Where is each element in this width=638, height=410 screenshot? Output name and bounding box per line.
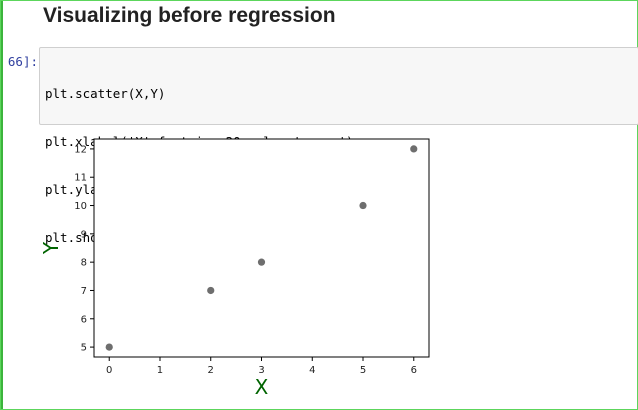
x-tick-label: 3 — [258, 365, 264, 376]
y-tick-label: 7 — [81, 286, 87, 297]
y-tick-label: 11 — [74, 173, 87, 184]
cell-output: 0 1 2 3 4 5 6 5 6 7 8 9 10 11 12 X Y — [40, 130, 460, 405]
x-tick-label: 4 — [309, 365, 315, 376]
y-tick-label: 9 — [81, 229, 87, 240]
data-point — [410, 145, 418, 153]
x-tick-label: 5 — [360, 365, 366, 376]
y-tick-label: 6 — [81, 314, 87, 325]
y-tick-label: 10 — [74, 201, 87, 212]
plot-frame — [93, 138, 430, 358]
x-tick-label: 0 — [106, 365, 112, 376]
y-tick-label: 5 — [81, 343, 87, 354]
code-cell[interactable]: plt.scatter(X,Y) plt.xlabel('X',fontsize… — [39, 47, 638, 245]
data-point — [105, 343, 113, 351]
y-tick-label: 8 — [81, 258, 87, 269]
code-line: plt.scatter(X,Y) — [45, 86, 166, 101]
x-tick-label: 6 — [411, 365, 417, 376]
data-point — [257, 258, 266, 266]
data-point — [359, 201, 367, 210]
section-heading: Visualizing before regression — [43, 4, 336, 27]
x-axis-label: X — [255, 375, 269, 399]
x-tick-label: 2 — [208, 365, 214, 376]
y-tick-label: 12 — [74, 144, 87, 155]
cell-prompt: 66]: — [7, 54, 38, 69]
y-axis-label: Y — [40, 241, 63, 255]
x-tick-label: 1 — [157, 365, 163, 376]
data-point — [207, 286, 215, 295]
